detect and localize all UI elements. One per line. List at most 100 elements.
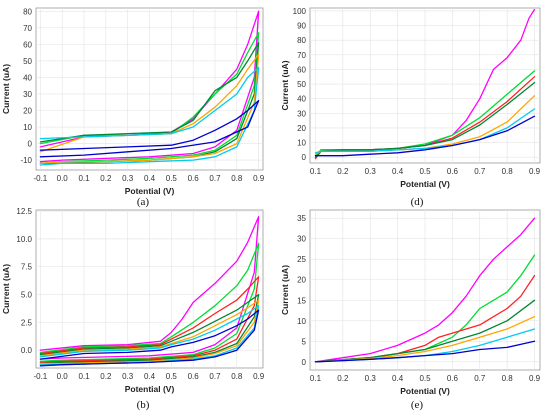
series-line-5 (314, 108, 536, 154)
x-axis-label: Potential (V) (400, 386, 450, 396)
series-line-4 (39, 66, 260, 166)
series-line-6 (314, 115, 536, 157)
y-axis-label: Current (uA) (1, 64, 11, 114)
y-tick-label: 0 (302, 358, 307, 367)
x-tick-label: 0.5 (166, 372, 178, 381)
x-tick-label: 0.6 (447, 167, 459, 176)
y-tick-label: 5.0 (21, 291, 33, 300)
x-tick-label: 0.4 (392, 167, 404, 176)
x-tick-label: -0.1 (33, 372, 47, 381)
x-tick-label: 0.5 (419, 374, 431, 383)
y-tick-label: 40 (23, 73, 32, 82)
y-tick-label: 0 (302, 153, 307, 162)
y-tick-label: 70 (297, 51, 306, 60)
y-tick-label: 10 (297, 317, 306, 326)
x-tick-label: 0.8 (231, 174, 243, 183)
y-tick-label: 60 (297, 65, 306, 74)
series-line-6 (39, 309, 260, 367)
panel-label-e: (e) (411, 399, 424, 411)
y-tick-label: 25 (297, 255, 306, 264)
x-tick-label: 0.3 (365, 167, 377, 176)
series-line-2 (39, 276, 260, 364)
y-tick-label: 70 (23, 24, 32, 33)
y-axis-label: Current (uA) (280, 265, 290, 315)
x-tick-label: 0.0 (57, 174, 69, 183)
x-tick-label: 0.7 (474, 167, 486, 176)
series-line-3 (39, 293, 260, 365)
x-tick-label: 0.4 (144, 174, 156, 183)
y-tick-label: 10 (297, 139, 306, 148)
x-tick-label: 0.9 (529, 374, 541, 383)
y-tick-label: -10 (20, 156, 32, 165)
x-tick-label: 0.9 (253, 372, 265, 381)
y-tick-label: 30 (297, 235, 306, 244)
y-tick-label: 2.5 (21, 318, 33, 327)
x-tick-label: 0.6 (188, 174, 200, 183)
y-tick-label: 0 (28, 140, 33, 149)
y-tick-label: 15 (297, 296, 306, 305)
y-tick-label: 30 (297, 109, 306, 118)
x-tick-label: 0.5 (166, 174, 178, 183)
series-line-6 (314, 340, 536, 363)
y-tick-label: 20 (297, 276, 306, 285)
x-axis-label: Potential (V) (400, 179, 450, 189)
y-tick-label: 90 (297, 22, 306, 31)
x-axis-label: Potential (V) (125, 186, 175, 196)
y-tick-label: 35 (297, 214, 306, 223)
y-tick-label: 80 (23, 7, 32, 16)
x-tick-label: 0.2 (100, 174, 112, 183)
y-axis-label: Current (uA) (280, 60, 290, 110)
y-tick-label: 40 (297, 95, 306, 104)
y-tick-label: 20 (297, 124, 306, 133)
series-line-1 (314, 70, 536, 157)
y-tick-label: 50 (297, 80, 306, 89)
y-tick-label: 20 (23, 106, 32, 115)
y-tick-label: 80 (297, 36, 306, 45)
x-tick-label: 0.4 (144, 372, 156, 381)
x-tick-label: 0.9 (253, 174, 265, 183)
series-line-4 (39, 299, 260, 365)
x-tick-label: 0.8 (231, 372, 243, 381)
x-tick-label: -0.1 (33, 174, 47, 183)
chart-panel-a: -10 0 10 20 30 40 50 60 70 80 -0.1 0.0 0.1 0.2 0.3 0.4 0… (1, 7, 265, 196)
y-tick-label: 5 (302, 337, 307, 346)
panel-label-b: (b) (137, 399, 150, 411)
y-tick-label: 0.0 (21, 346, 33, 355)
y-tick-label: 60 (23, 40, 32, 49)
x-tick-label: 0.8 (502, 374, 514, 383)
x-tick-label: 0.1 (310, 374, 322, 383)
x-tick-label: 0.3 (122, 372, 134, 381)
x-tick-label: 0.4 (392, 374, 404, 383)
x-tick-label: 0.7 (209, 372, 221, 381)
chart-panel-b: 0.0 2.5 5.0 7.5 10.0 12.5 -0.1 0.0 0.1 0.2 0.3 0.4 0… (1, 207, 265, 394)
y-tick-label: 30 (23, 90, 32, 99)
series-line-3 (314, 81, 536, 158)
series-line-1 (39, 242, 260, 362)
x-tick-label: 0.6 (447, 374, 459, 383)
x-axis-label: Potential (V) (125, 384, 175, 394)
series-line-0 (314, 217, 536, 363)
series-line-0 (39, 216, 260, 360)
x-tick-label: 0.3 (122, 174, 134, 183)
x-tick-label: 0.9 (529, 167, 541, 176)
panel-label-a: (a) (137, 196, 150, 208)
x-tick-label: 0.2 (337, 374, 349, 383)
chart-panel-e: 0 5 10 15 20 25 30 35 0.1 0.2 0.3 0.4 0.5 0.6 0.7 0.8 0.… (280, 209, 541, 396)
y-tick-label: 50 (23, 57, 32, 66)
x-tick-label: 0.2 (100, 372, 112, 381)
y-tick-label: 100 (293, 7, 307, 16)
y-tick-label: 7.5 (21, 263, 33, 272)
x-tick-label: 0.5 (419, 167, 431, 176)
series-line-5 (39, 99, 260, 158)
x-tick-label: 0.7 (209, 174, 221, 183)
x-tick-label: 0.1 (78, 174, 90, 183)
y-axis-label: Current (uA) (1, 264, 11, 314)
x-tick-label: 0.2 (337, 167, 349, 176)
chart-panel-d: 0 10 20 30 40 50 60 70 80 90 100 0.1 0.2 0.3 0.4 0.5 0.6… (280, 7, 541, 189)
x-tick-label: 0.8 (502, 167, 514, 176)
y-tick-label: 12.5 (16, 207, 32, 216)
x-tick-label: 0.7 (474, 374, 486, 383)
x-tick-label: 0.1 (310, 167, 322, 176)
x-tick-label: 0.6 (188, 372, 200, 381)
